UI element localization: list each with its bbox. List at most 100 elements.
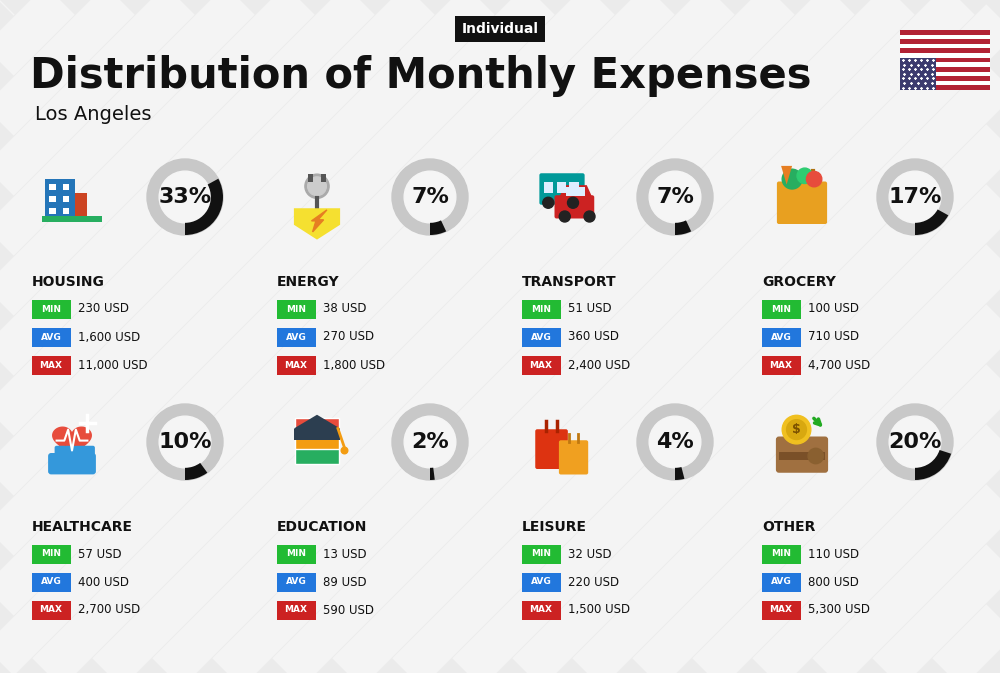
Circle shape (889, 171, 941, 223)
Text: AVG: AVG (286, 332, 306, 341)
FancyBboxPatch shape (63, 208, 69, 214)
FancyBboxPatch shape (49, 208, 56, 214)
Text: 4%: 4% (656, 432, 694, 452)
Text: MAX: MAX (40, 606, 62, 614)
Text: MAX: MAX (770, 361, 792, 369)
Text: 110 USD: 110 USD (808, 548, 859, 561)
Text: MAX: MAX (285, 361, 308, 369)
FancyBboxPatch shape (779, 452, 825, 460)
Polygon shape (294, 208, 340, 240)
FancyBboxPatch shape (32, 573, 70, 592)
FancyBboxPatch shape (294, 429, 340, 439)
Text: 1,800 USD: 1,800 USD (323, 359, 385, 371)
FancyBboxPatch shape (544, 182, 553, 193)
Circle shape (877, 159, 953, 235)
Circle shape (543, 197, 554, 208)
Text: GROCERY: GROCERY (762, 275, 836, 289)
Text: 51 USD: 51 USD (568, 302, 612, 316)
FancyBboxPatch shape (308, 174, 313, 182)
Text: 1,500 USD: 1,500 USD (568, 604, 630, 616)
FancyBboxPatch shape (569, 182, 579, 193)
Text: AVG: AVG (771, 332, 791, 341)
FancyBboxPatch shape (55, 446, 66, 461)
FancyBboxPatch shape (762, 328, 800, 347)
Wedge shape (185, 463, 207, 480)
Text: ENERGY: ENERGY (277, 275, 340, 289)
FancyBboxPatch shape (900, 53, 990, 58)
Circle shape (806, 172, 822, 187)
Text: MAX: MAX (530, 361, 552, 369)
FancyBboxPatch shape (64, 446, 76, 461)
Wedge shape (675, 220, 691, 235)
Text: 360 USD: 360 USD (568, 330, 619, 343)
Text: 2,400 USD: 2,400 USD (568, 359, 630, 371)
FancyBboxPatch shape (44, 180, 75, 221)
Text: 38 USD: 38 USD (323, 302, 366, 316)
FancyBboxPatch shape (776, 437, 828, 472)
Circle shape (877, 404, 953, 480)
Text: MIN: MIN (771, 549, 791, 559)
FancyBboxPatch shape (900, 34, 990, 39)
Text: 5,300 USD: 5,300 USD (808, 604, 870, 616)
Text: MIN: MIN (771, 304, 791, 314)
FancyBboxPatch shape (68, 193, 87, 221)
Text: 230 USD: 230 USD (78, 302, 129, 316)
FancyBboxPatch shape (63, 196, 69, 202)
FancyBboxPatch shape (777, 182, 827, 224)
Circle shape (797, 168, 812, 184)
Circle shape (404, 171, 456, 223)
FancyBboxPatch shape (900, 85, 990, 90)
FancyBboxPatch shape (762, 299, 800, 318)
Wedge shape (915, 209, 948, 235)
Circle shape (787, 420, 806, 439)
FancyBboxPatch shape (295, 433, 339, 449)
Text: Los Angeles: Los Angeles (35, 105, 152, 124)
Circle shape (584, 211, 595, 222)
FancyBboxPatch shape (49, 184, 56, 190)
Text: 1,600 USD: 1,600 USD (78, 330, 140, 343)
Circle shape (159, 416, 211, 468)
FancyBboxPatch shape (900, 76, 990, 81)
Circle shape (782, 169, 802, 189)
Polygon shape (559, 185, 592, 197)
FancyBboxPatch shape (276, 355, 316, 374)
Text: TRANSPORT: TRANSPORT (522, 275, 617, 289)
Text: MAX: MAX (530, 606, 552, 614)
Text: 33%: 33% (158, 187, 212, 207)
FancyBboxPatch shape (63, 184, 69, 190)
Text: 7%: 7% (411, 187, 449, 207)
FancyBboxPatch shape (522, 573, 560, 592)
FancyBboxPatch shape (295, 418, 339, 433)
Wedge shape (430, 468, 435, 480)
Circle shape (649, 416, 701, 468)
Text: AVG: AVG (771, 577, 791, 586)
Text: 590 USD: 590 USD (323, 604, 374, 616)
FancyBboxPatch shape (32, 328, 70, 347)
Text: MAX: MAX (770, 606, 792, 614)
Text: 100 USD: 100 USD (808, 302, 859, 316)
FancyBboxPatch shape (900, 63, 990, 67)
Text: 2,700 USD: 2,700 USD (78, 604, 140, 616)
FancyBboxPatch shape (762, 355, 800, 374)
FancyBboxPatch shape (900, 58, 936, 90)
Text: 800 USD: 800 USD (808, 575, 859, 588)
Circle shape (889, 416, 941, 468)
Wedge shape (675, 467, 684, 480)
Circle shape (782, 415, 811, 444)
Text: MIN: MIN (286, 549, 306, 559)
Text: AVG: AVG (41, 332, 61, 341)
Text: 13 USD: 13 USD (323, 548, 367, 561)
Circle shape (392, 404, 468, 480)
FancyBboxPatch shape (276, 600, 316, 620)
FancyBboxPatch shape (900, 44, 990, 48)
Circle shape (808, 448, 823, 464)
Text: 220 USD: 220 USD (568, 575, 619, 588)
FancyBboxPatch shape (32, 544, 70, 563)
FancyBboxPatch shape (276, 573, 316, 592)
FancyBboxPatch shape (522, 299, 560, 318)
FancyBboxPatch shape (42, 216, 102, 221)
Text: 400 USD: 400 USD (78, 575, 129, 588)
Wedge shape (915, 450, 951, 480)
Text: $: $ (792, 423, 801, 436)
Text: MIN: MIN (41, 549, 61, 559)
